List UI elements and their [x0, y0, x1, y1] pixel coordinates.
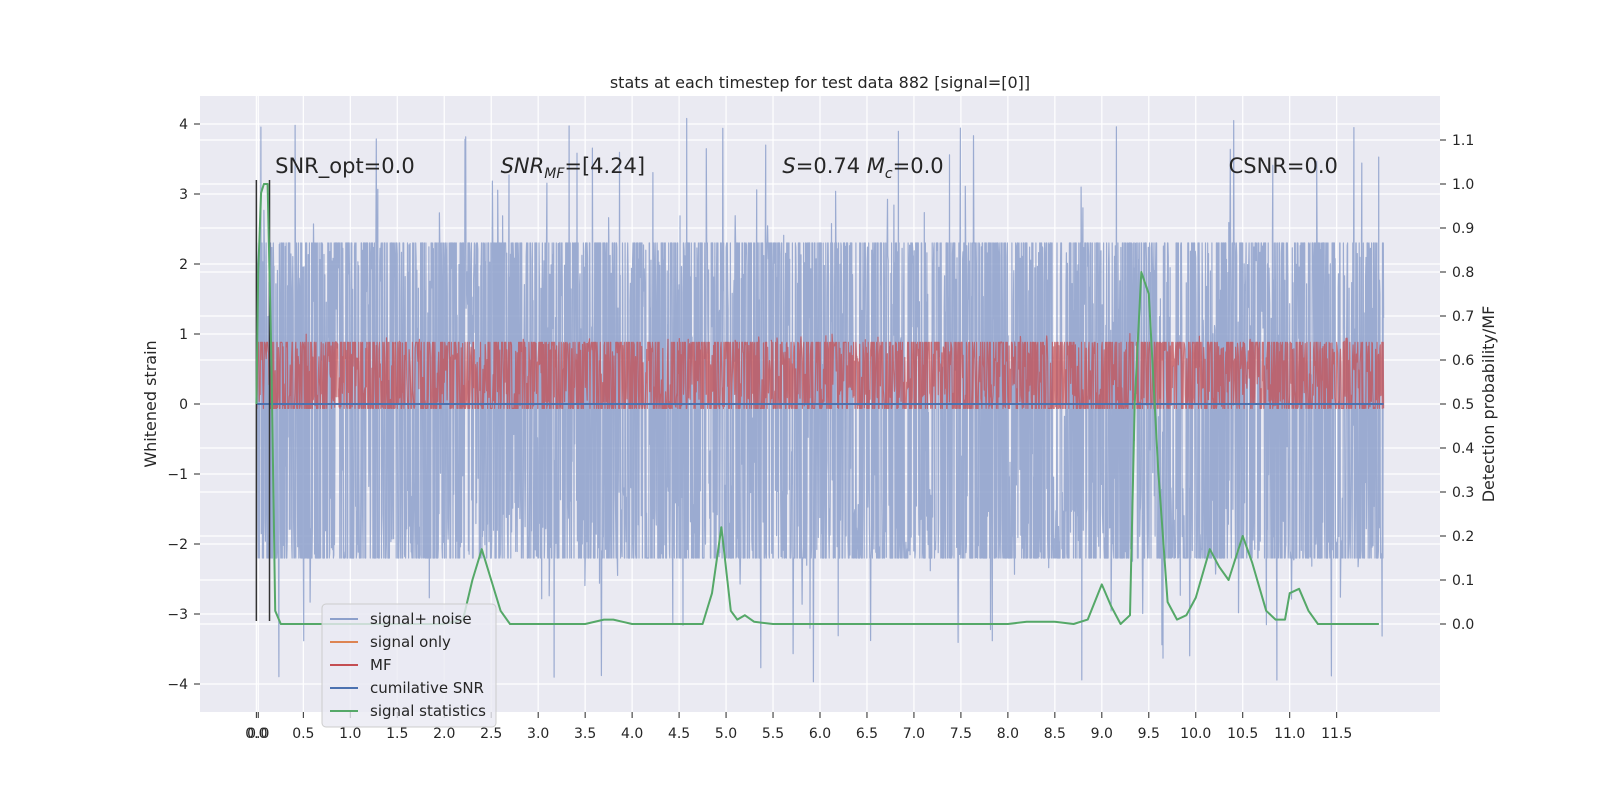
- x-tick-label: 2.5: [480, 726, 502, 742]
- y-tick-label: 3: [179, 187, 188, 203]
- y-right-tick-label: 1.0: [1452, 177, 1474, 193]
- x-tick-label: 6.5: [856, 726, 878, 742]
- y-tick-label: −3: [167, 607, 188, 623]
- x-tick-label: 4.5: [668, 726, 690, 742]
- y-axis-label: Whitened strain: [141, 340, 160, 467]
- y-tick-label: 2: [179, 257, 188, 273]
- annotations: SNR_opt=0.0 SNRMF=[4.24] S=0.74 Mc=0.0 CSNR…: [275, 154, 1338, 182]
- x-axis-ticks: 0.00.0 0.5 1.0 1.5 2.0 2.5 3.0 3.5 4.0 4.5 5.0 5.5 6…: [245, 712, 1352, 742]
- x-tick-label: 9.5: [1138, 726, 1160, 742]
- x-tick-label: 11.5: [1321, 726, 1352, 742]
- legend-label-4: signal statistics: [370, 702, 486, 720]
- x-tick-label: 1.5: [386, 726, 408, 742]
- annotation-s-mc: S=0.74 Mc=0.0: [782, 154, 943, 182]
- x-tick-label: 0.5: [292, 726, 314, 742]
- x-tick-label: 3.5: [574, 726, 596, 742]
- y-tick-label: −1: [167, 467, 188, 483]
- legend-label-1: signal only: [370, 633, 451, 651]
- y-tick-label: 1: [179, 327, 188, 343]
- annotation-snr-mf: SNRMF=[4.24]: [501, 154, 646, 182]
- y-right-axis-ticks: 0.0 0.1 0.2 0.3 0.4 0.5 0.6 0.7 0.8 0.9 1.0 1.1: [1440, 133, 1474, 633]
- y-right-tick-label: 0.3: [1452, 485, 1474, 501]
- x-tick-label: 7.0: [903, 726, 925, 742]
- y-right-tick-label: 0.1: [1452, 573, 1474, 589]
- x-tick-label: 10.5: [1227, 726, 1258, 742]
- legend-box: [321, 603, 497, 728]
- chart-title: stats at each timestep for test data 882…: [610, 73, 1030, 92]
- y-right-tick-label: 0.7: [1452, 309, 1474, 325]
- legend-label-3: cumilative SNR: [370, 679, 484, 697]
- x-tick-label: 9.0: [1091, 726, 1113, 742]
- y-tick-label: 0: [179, 397, 188, 413]
- x-tick-label: 7.5: [950, 726, 972, 742]
- y-tick-label: −4: [167, 677, 188, 693]
- annotation-snr-opt: SNR_opt=0.0: [275, 154, 415, 179]
- y-right-axis-label: Detection probability/MF: [1479, 306, 1498, 503]
- legend-label-0: signal+ noise: [370, 610, 472, 628]
- x-tick-label: 8.5: [1044, 726, 1066, 742]
- y-right-tick-label: 0.2: [1452, 529, 1474, 545]
- x-tick-label: 5.0: [715, 726, 737, 742]
- y-right-tick-label: 1.1: [1452, 133, 1474, 149]
- y-right-tick-label: 0.6: [1452, 353, 1474, 369]
- x-tick-label: 3.0: [527, 726, 549, 742]
- x-tick-label: 6.0: [809, 726, 831, 742]
- x-tick-label: 4.0: [621, 726, 643, 742]
- legend: signal+ noise signal only MF cumilative SNR…: [321, 603, 497, 728]
- x-tick-label: 0.0: [247, 726, 269, 742]
- annotation-csnr: CSNR=0.0: [1229, 154, 1338, 178]
- x-tick-label: 10.0: [1180, 726, 1211, 742]
- y-right-tick-label: 0.8: [1452, 265, 1474, 281]
- y-axis-ticks: −4 −3 −2 −1 0 1 2 3 4: [167, 117, 200, 693]
- y-tick-label: 4: [179, 117, 188, 133]
- x-tick-label: 5.5: [762, 726, 784, 742]
- series-2: [256, 333, 1385, 409]
- y-right-tick-label: 0.9: [1452, 221, 1474, 237]
- x-tick-label: 2.0: [433, 726, 455, 742]
- series-layer: [255, 117, 1385, 683]
- y-right-tick-label: 0.0: [1452, 617, 1474, 633]
- x-tick-label: 11.0: [1274, 726, 1305, 742]
- x-tick-label: 1.0: [339, 726, 361, 742]
- y-right-tick-label: 0.5: [1452, 397, 1474, 413]
- y-right-tick-label: 0.4: [1452, 441, 1474, 457]
- y-tick-label: −2: [167, 537, 188, 553]
- legend-label-2: MF: [370, 656, 392, 674]
- x-tick-label: 8.0: [997, 726, 1019, 742]
- x-tick-label: 0.0: [245, 726, 267, 742]
